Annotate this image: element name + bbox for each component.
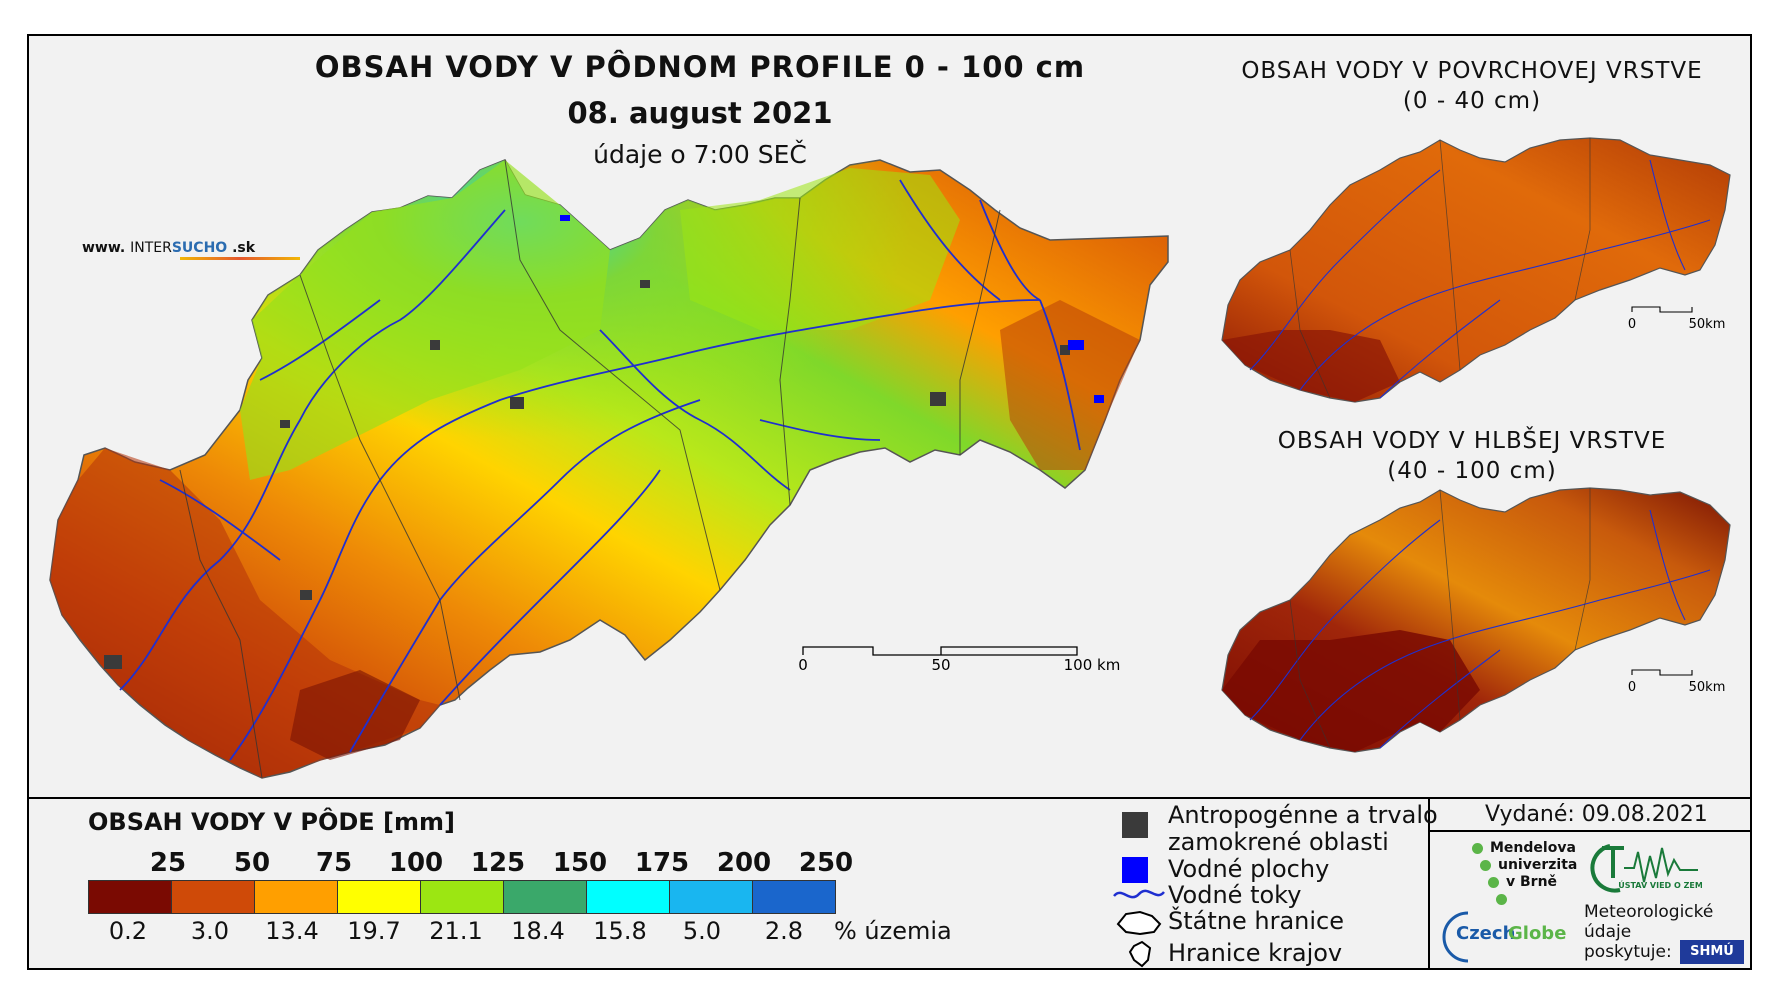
inset-surface-title-2: (0 - 40 cm)	[1402, 88, 1542, 114]
water-body-swatch	[1122, 857, 1148, 883]
region-border-icon	[1128, 940, 1152, 968]
legend-colorbar	[88, 880, 836, 914]
meteo-line2: údaje	[1584, 922, 1632, 942]
credits-rule	[1428, 830, 1752, 832]
legend-threshold: 50	[233, 848, 271, 878]
legend-divider	[27, 797, 1752, 799]
legend-class-6	[587, 881, 670, 913]
legend-threshold: 175	[634, 848, 690, 878]
legend-threshold: 150	[552, 848, 608, 878]
inset-map-deep: 0 50km	[1221, 487, 1731, 753]
urban-areas-main	[104, 280, 1070, 669]
website-underline	[180, 257, 300, 260]
legend-percent: 13.4	[265, 917, 319, 945]
legend-class-5	[504, 881, 587, 913]
region-borders-main	[179, 159, 1001, 779]
shmu-logo: SHMÚ	[1680, 940, 1744, 964]
legend-threshold: 250	[798, 848, 854, 878]
anthropogenic-label-2: zamokrené oblasti	[1168, 828, 1389, 856]
mendel-line1: Mendelova	[1490, 840, 1576, 856]
regions-label: Hranice krajov	[1168, 939, 1343, 967]
line-symbols	[1113, 889, 1165, 968]
scale-label-0: 0	[798, 656, 808, 674]
mendel-line2: univerzita	[1498, 857, 1578, 873]
scale-label-50: 50	[931, 656, 950, 674]
anthropogenic-swatch	[1122, 812, 1148, 838]
legend-class-1	[172, 881, 255, 913]
website-sucho: SUCHO	[171, 240, 228, 256]
inset-map-surface: 0 50km	[1221, 137, 1731, 403]
legend-percent: 3.0	[190, 917, 230, 945]
time-note: údaje o 7:00 SEČ	[593, 140, 807, 169]
water-bodies-label: Vodné plochy	[1168, 855, 1330, 883]
inset-deep-title-1: OBSAH VODY V HLBŠEJ VRSTVE	[1277, 428, 1667, 454]
credits-divider	[1428, 797, 1430, 970]
legend-title: OBSAH VODY V PÔDE [mm]	[88, 808, 456, 836]
czechglobe-logo: Czech Globe	[1442, 911, 1566, 963]
legend-threshold: 25	[149, 848, 187, 878]
uvoz-logo: ÚSTAV VIED O ZEMI	[1590, 844, 1702, 893]
legend-percent: 15.8	[593, 917, 647, 945]
anthropogenic-label-1: Antropogénne a trvalo	[1168, 801, 1438, 829]
legend-percent: 2.8	[764, 917, 804, 945]
inset-surface-title-1: OBSAH VODY V POVRCHOVEJ VRSTVE	[1241, 58, 1703, 84]
inset-deep-title-2: (40 - 100 cm)	[1387, 458, 1557, 484]
website-inter: INTER	[130, 240, 172, 256]
legend-percent: 5.0	[682, 917, 722, 945]
legend-percent: 19.7	[347, 917, 401, 945]
state-border-icon	[1116, 910, 1162, 936]
legend-threshold: 125	[470, 848, 526, 878]
legend-class-7	[670, 881, 753, 913]
legend-class-2	[255, 881, 338, 913]
legend-percent: 18.4	[511, 917, 565, 945]
mendel-line3: v Brně	[1506, 874, 1558, 890]
map-title: OBSAH VODY V PÔDNOM PROFILE 0 - 100 cm	[314, 50, 1086, 84]
mendel-logo: Mendelova univerzita v Brně	[1470, 838, 1590, 908]
legend-threshold: 75	[315, 848, 353, 878]
streams-label: Vodné toky	[1168, 881, 1302, 909]
czechglobe-globe: Globe	[1508, 923, 1566, 944]
percent-area-label: % územia	[834, 917, 952, 945]
issued-date: Vydané: 09.08.2021	[1485, 802, 1708, 827]
legend-class-4	[421, 881, 504, 913]
meteo-line3: poskytuje:	[1584, 942, 1672, 962]
state-border-label: Štátne hranice	[1168, 907, 1344, 935]
inset2-scale-0: 0	[1628, 680, 1636, 695]
website-prefix: www.	[82, 240, 126, 256]
uvoz-text: ÚSTAV VIED O ZEMI	[1618, 879, 1702, 890]
scale-bar-main	[802, 646, 1078, 656]
legend-class-3	[338, 881, 421, 913]
inset1-scale-50: 50km	[1689, 317, 1726, 332]
inset1-scale-0: 0	[1628, 317, 1636, 332]
czechglobe-czech: Czech	[1456, 923, 1515, 944]
website-suffix: .sk	[232, 240, 256, 256]
water-bodies-main	[560, 215, 1104, 403]
scale-label-100: 100 km	[1064, 656, 1121, 674]
legend-class-0	[89, 881, 172, 913]
meteo-credit: Meteorologické údaje poskytuje:	[1584, 902, 1713, 962]
website-link[interactable]: www. INTERSUCHO .sk	[82, 240, 300, 260]
legend-threshold: 200	[716, 848, 772, 878]
legend-class-8	[753, 881, 835, 913]
legend-threshold: 100	[388, 848, 444, 878]
inset2-scale-50: 50km	[1689, 680, 1726, 695]
legend-percent: 21.1	[429, 917, 483, 945]
meteo-line1: Meteorologické	[1584, 902, 1714, 922]
map-date: 08. august 2021	[567, 96, 833, 130]
stream-symbol-icon	[1113, 889, 1165, 899]
legend-percent: 0.2	[108, 917, 148, 945]
